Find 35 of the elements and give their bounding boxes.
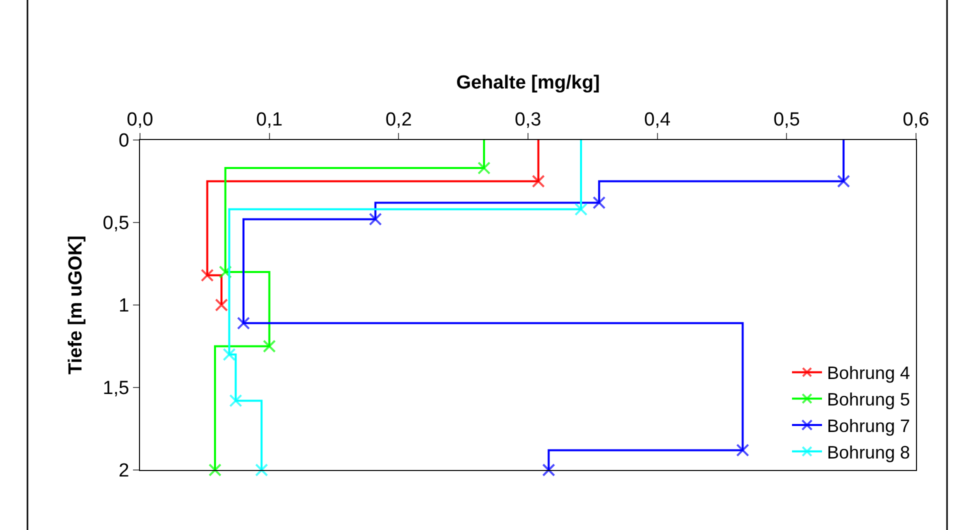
point [542, 464, 556, 476]
legend-label: Bohrung 7 [827, 416, 910, 436]
x-tick-label: 0,6 [902, 109, 930, 130]
point [255, 464, 268, 476]
point [236, 316, 250, 330]
point [837, 174, 850, 188]
legend-label: Bohrung 8 [827, 442, 910, 462]
point [262, 340, 276, 353]
x-tick-label: 0,2 [385, 109, 412, 130]
point [214, 298, 228, 312]
point [208, 464, 222, 476]
y-tick-label: 1,5 [102, 378, 130, 400]
x-axis-title: Gehalte [mg/kg] [456, 72, 600, 94]
point [229, 394, 242, 408]
point [736, 444, 750, 457]
point [532, 174, 545, 188]
y-tick-label: 0 [118, 130, 130, 152]
point [478, 162, 491, 175]
legend-label: Bohrung 4 [827, 363, 910, 384]
y-tick-label: 2 [118, 460, 130, 482]
x-tick-label: 0,5 [773, 109, 800, 130]
point [368, 212, 382, 226]
point [574, 202, 588, 216]
y-tick-label: 1 [118, 296, 130, 317]
y-tick-label: 0,5 [102, 213, 130, 234]
x-tick-label: 0,3 [514, 109, 542, 130]
point [592, 196, 606, 210]
point [218, 266, 232, 278]
point [200, 268, 214, 282]
x-tick-label: 0,0 [126, 109, 154, 130]
point [222, 348, 236, 361]
x-tick-label: 0,1 [256, 109, 283, 130]
y-axis-title: Tiefe [m uGOK] [66, 236, 87, 374]
legend-label: Bohrung 5 [827, 390, 910, 410]
x-tick-label: 0,4 [644, 109, 671, 130]
